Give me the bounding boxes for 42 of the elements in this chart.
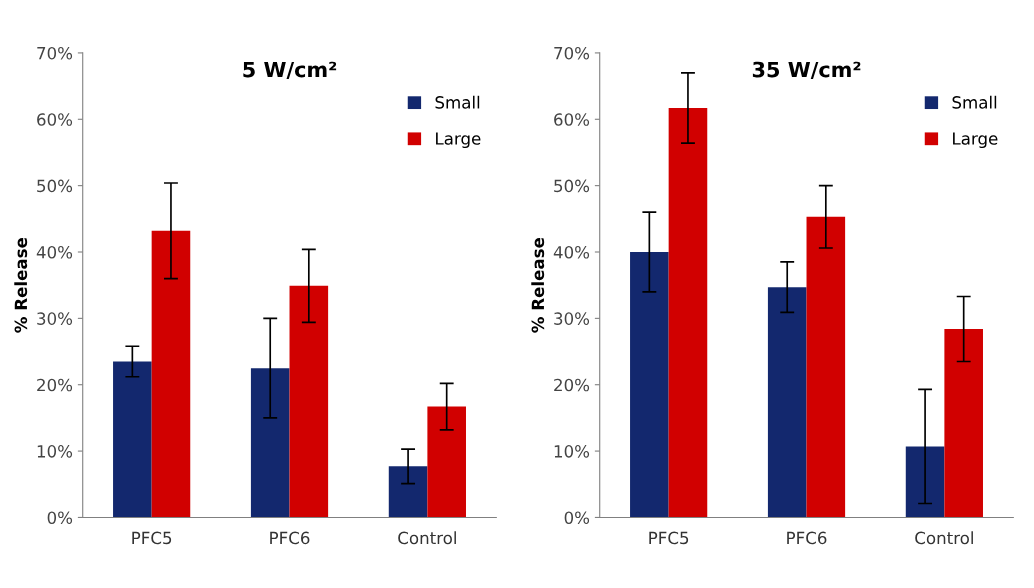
bar <box>289 285 329 518</box>
y-axis-title: % Release <box>531 237 545 333</box>
bar <box>630 252 669 518</box>
x-tick-label: PFC5 <box>132 531 172 545</box>
y-tick-label: 30% <box>554 312 590 325</box>
chart-title: 35 W/cm² <box>752 61 861 80</box>
bar <box>905 446 945 518</box>
x-tick-label: Control <box>915 531 973 545</box>
legend-label: Large <box>436 132 481 149</box>
legend-label: Small <box>435 95 480 109</box>
y-tick-label: 0% <box>564 511 590 525</box>
y-tick-label: 40% <box>36 245 73 259</box>
bar <box>113 361 152 518</box>
bar <box>767 287 807 518</box>
bar <box>668 108 708 518</box>
x-tick-label: PFC6 <box>787 531 827 545</box>
bar <box>151 230 191 518</box>
y-tick-label: 50% <box>37 179 73 193</box>
y-tick-label: 10% <box>37 445 73 458</box>
legend-label: Large <box>953 132 998 149</box>
y-tick-label: 60% <box>554 113 590 126</box>
y-tick-label: 50% <box>554 179 590 193</box>
y-tick-label: 20% <box>37 378 73 392</box>
bar <box>944 328 983 518</box>
y-tick-label: 70% <box>554 46 590 60</box>
y-tick-label: 10% <box>554 445 590 458</box>
bar <box>427 406 466 518</box>
x-tick-label: PFC5 <box>649 531 689 545</box>
bar <box>250 368 290 518</box>
y-tick-label: 40% <box>553 245 590 259</box>
y-tick-label: 70% <box>37 46 73 60</box>
y-tick-label: 60% <box>37 113 73 126</box>
y-axis-title: % Release <box>14 237 28 333</box>
legend-label: Small <box>952 95 997 109</box>
x-tick-label: Control <box>398 531 456 545</box>
y-tick-label: 20% <box>554 378 590 392</box>
x-tick-label: PFC6 <box>270 531 310 545</box>
chart-title: 5 W/cm² <box>243 61 337 80</box>
bar <box>806 216 846 518</box>
bar <box>388 466 428 518</box>
y-tick-label: 30% <box>37 312 73 325</box>
y-tick-label: 0% <box>47 511 73 525</box>
